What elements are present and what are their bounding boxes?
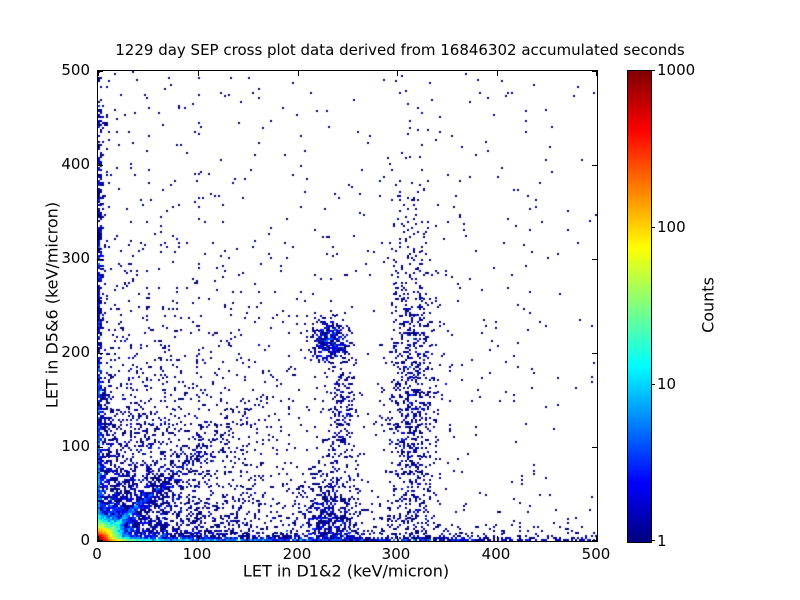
y-tick-mark-right — [592, 540, 597, 541]
y-tick-label: 300 — [61, 249, 90, 267]
x-tick-label: 100 — [182, 545, 212, 563]
y-tick-mark-right — [592, 353, 597, 354]
y-tick-label: 0 — [80, 531, 90, 549]
x-tick-label: 300 — [381, 545, 411, 563]
colorbar-tick-mark — [651, 227, 655, 228]
colorbar-tick-label: 10 — [657, 375, 677, 393]
colorbar-tick-label: 100 — [657, 218, 686, 236]
x-tick-mark — [596, 536, 597, 541]
colorbar-tick-label: 1000 — [657, 61, 696, 79]
x-tick-mark-top — [497, 71, 498, 76]
x-tick-mark — [497, 536, 498, 541]
x-tick-mark-top — [298, 71, 299, 76]
colorbar — [627, 70, 652, 543]
y-tick-label: 400 — [61, 155, 90, 173]
x-tick-mark — [298, 536, 299, 541]
x-tick-mark-top — [397, 71, 398, 76]
y-axis-label: LET in D5&6 (keV/micron) — [42, 201, 62, 409]
y-tick-label: 500 — [61, 61, 90, 79]
x-tick-mark — [98, 536, 99, 541]
plot-area — [97, 70, 598, 542]
y-tick-mark — [98, 447, 103, 448]
y-tick-mark — [98, 165, 103, 166]
x-tick-mark-top — [596, 71, 597, 76]
y-tick-mark — [98, 259, 103, 260]
y-tick-mark — [98, 540, 103, 541]
x-tick-mark-top — [198, 71, 199, 76]
y-tick-label: 200 — [61, 343, 90, 361]
y-tick-mark-right — [592, 447, 597, 448]
colorbar-tick-mark — [651, 384, 655, 385]
colorbar-canvas — [628, 71, 651, 542]
y-tick-label: 100 — [61, 437, 90, 455]
y-tick-mark-right — [592, 259, 597, 260]
x-axis-label: LET in D1&2 (keV/micron) — [242, 561, 450, 581]
heatmap-canvas — [98, 71, 597, 541]
x-tick-label: 200 — [282, 545, 312, 563]
y-tick-mark — [98, 71, 103, 72]
x-tick-label: 400 — [481, 545, 511, 563]
y-tick-mark-right — [592, 71, 597, 72]
title-line-1: 1229 day SEP cross plot data derived fro… — [115, 41, 685, 59]
colorbar-tick-label: 1 — [657, 532, 667, 550]
colorbar-tick-mark — [651, 70, 655, 71]
x-tick-label: 500 — [581, 545, 611, 563]
x-tick-mark — [397, 536, 398, 541]
x-tick-label: 0 — [92, 545, 102, 563]
x-tick-mark-top — [98, 71, 99, 76]
colorbar-label: Counts — [698, 277, 718, 333]
colorbar-tick-mark — [651, 540, 655, 541]
y-tick-mark — [98, 353, 103, 354]
x-tick-mark — [198, 536, 199, 541]
y-tick-mark-right — [592, 165, 597, 166]
